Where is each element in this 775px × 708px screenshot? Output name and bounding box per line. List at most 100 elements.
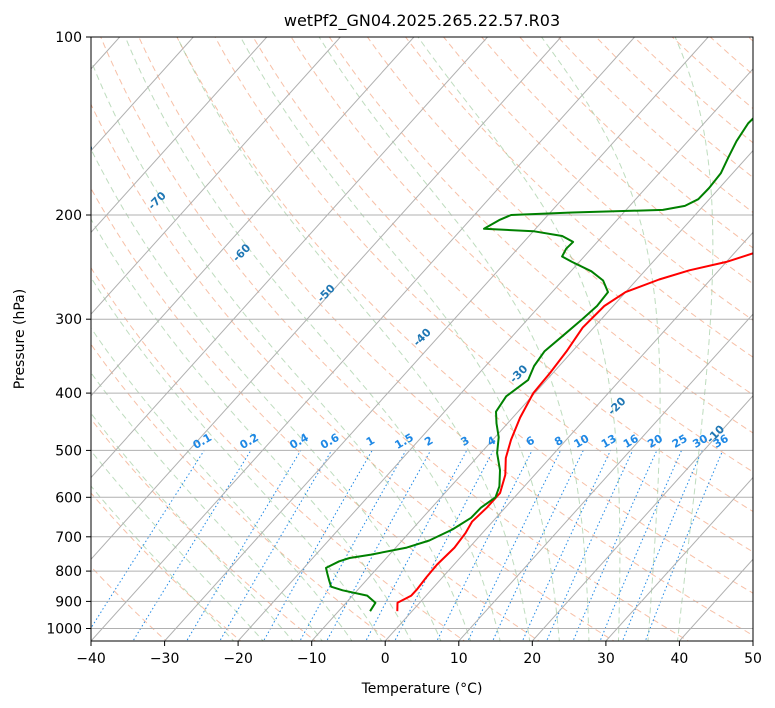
dry-adiabat-label: -20: [605, 394, 628, 417]
moist-adiabat-line: [91, 412, 294, 641]
mixing-ratio-label: 0.4: [287, 431, 311, 452]
mixing-ratio-label: 10: [572, 432, 592, 451]
dry-adiabat-line: [366, 37, 753, 396]
isotherm-line: [91, 37, 268, 234]
dry-adiabat-line: [481, 37, 753, 285]
mixing-ratio-label: 0.2: [237, 431, 260, 452]
isotherm-line: [752, 640, 753, 641]
dry-adiabat-label: -90: [9, 94, 32, 117]
x-tick-label: 30: [597, 651, 615, 667]
moist-adiabat-line: [91, 450, 264, 641]
mixing-ratio-line: [262, 450, 373, 641]
dry-adiabat-line: [443, 37, 753, 321]
mixing-ratio-label: 8: [552, 434, 565, 449]
mixing-ratio-line: [394, 450, 494, 641]
mixing-ratio-line: [132, 450, 252, 641]
mixing-ratio-line: [572, 450, 658, 641]
isotherm-line: [91, 37, 562, 560]
x-axis-label: Temperature (°C): [361, 681, 483, 697]
dry-adiabat-line: [91, 103, 615, 641]
isotherm-line: [384, 231, 753, 641]
y-axis-ticks: 100 200 300 400 500 600 700 800 900 1000: [46, 30, 91, 638]
moist-adiabat-line: [91, 327, 353, 641]
x-tick-label: −20: [223, 651, 253, 667]
plot-frame: [90, 36, 754, 642]
dry-adiabat-line: [138, 37, 753, 636]
isotherm-line: [605, 476, 753, 641]
dry-adiabat-label: -50: [315, 282, 338, 305]
isotherm-line: [164, 37, 709, 641]
mixing-ratio-label: 1: [364, 434, 377, 449]
x-tick-label: 0: [381, 651, 390, 667]
mixing-ratio-label: 1.5: [392, 431, 415, 452]
moist-adiabats: [91, 37, 714, 641]
isotherm-line: [91, 37, 194, 152]
mixing-ratio-label: 2: [422, 434, 435, 449]
x-axis-ticks: −40 −30 −20 −10 0 10 20 30 40 50: [76, 641, 762, 667]
y-axis-label: Pressure (hPa): [12, 289, 28, 389]
mixing-ratio-line: [326, 450, 432, 641]
dry-adiabat-line: [290, 37, 753, 473]
dry-adiabat-line: [328, 37, 753, 434]
mixing-ratio-line: [521, 450, 612, 641]
y-tick-label: 300: [55, 312, 82, 328]
line-labels: 0.10.20.40.611.52346810131620253036-100-…: [9, 94, 731, 452]
y-tick-label: 500: [55, 443, 82, 459]
x-tick-label: −10: [297, 651, 327, 667]
dry-adiabat-line: [557, 37, 753, 214]
mixing-ratio-line: [546, 450, 634, 641]
y-tick-label: 400: [55, 386, 82, 402]
isotherm-line: [458, 313, 753, 641]
dry-adiabat-line: [709, 37, 753, 76]
mixing-ratio-line: [365, 450, 468, 641]
mixing-ratio-label: 13: [599, 432, 619, 451]
y-tick-label: 700: [55, 530, 82, 546]
isotherm-line: [91, 37, 488, 479]
moist-adiabat-line: [674, 37, 714, 641]
dry-adiabat-line: [176, 37, 753, 594]
mixing-ratio-line: [644, 450, 724, 641]
mixing-ratio-line: [622, 450, 703, 641]
mixing-ratio-line: [219, 450, 333, 641]
mixing-ratio-label: 20: [645, 432, 665, 451]
x-tick-label: 40: [670, 651, 688, 667]
dry-adiabat-label: -80: [73, 140, 96, 163]
moist-adiabat-line: [91, 276, 383, 641]
dry-adiabat-line: [214, 37, 753, 553]
mixing-ratio-label: 6: [524, 434, 537, 449]
mixing-ratio-label: 16: [621, 432, 641, 451]
moist-adiabat-line: [91, 218, 412, 641]
x-tick-label: 20: [523, 651, 541, 667]
mixing-ratio-line: [91, 450, 205, 629]
y-tick-label: 1000: [46, 622, 82, 638]
x-tick-label: −40: [76, 651, 106, 667]
isotherms: [91, 37, 753, 641]
temperature-profile-line: [396, 252, 753, 612]
dry-adiabat-line: [405, 37, 753, 358]
dry-adiabat-line: [91, 492, 242, 641]
mixing-ratio-label: 25: [670, 432, 690, 451]
y-tick-label: 600: [55, 490, 82, 506]
dry-adiabat-line: [252, 37, 753, 513]
dry-adiabat-line: [100, 37, 690, 641]
x-tick-label: 10: [450, 651, 468, 667]
dewpoint-profile-line: [325, 117, 753, 612]
isobar-gridlines: [91, 37, 753, 629]
moist-adiabat-line: [91, 148, 442, 641]
profile-series: [325, 117, 753, 612]
x-tick-label: 50: [744, 651, 762, 667]
moist-adiabat-line: [176, 37, 531, 641]
plot-area: 0.10.20.40.611.52346810131620253036-100-…: [9, 37, 753, 641]
x-tick-label: −30: [150, 651, 180, 667]
mixing-ratio-line: [599, 450, 682, 641]
isotherm-line: [91, 37, 415, 397]
y-tick-label: 800: [55, 564, 82, 580]
mixing-ratio-line: [467, 450, 562, 641]
mixing-ratio-line: [492, 450, 584, 641]
dry-adiabat-line: [633, 37, 753, 144]
moist-adiabat-line: [91, 485, 235, 641]
dry-adiabat-line: [91, 343, 391, 641]
mixing-ratio-label: 3: [458, 434, 471, 449]
isotherm-line: [531, 395, 753, 641]
